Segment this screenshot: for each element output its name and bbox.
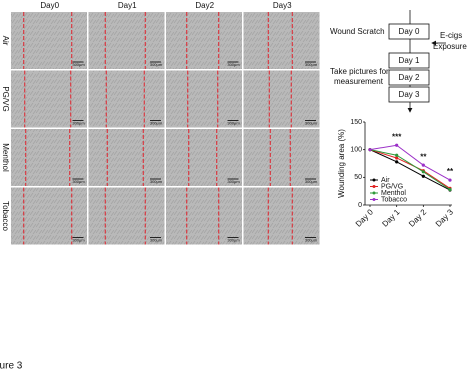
micrograph xyxy=(243,12,320,69)
y-tick-label: 0 xyxy=(358,202,362,209)
significance: ** xyxy=(420,152,427,161)
scale-bar: 300μm xyxy=(72,62,85,67)
legend-label: Tobacco xyxy=(381,196,407,203)
legend-marker xyxy=(372,198,376,201)
micrograph xyxy=(88,12,165,69)
pictures-label: Take pictures for xyxy=(330,67,389,76)
column-label: Day2 xyxy=(195,1,214,10)
column-label: Day0 xyxy=(40,1,59,10)
y-axis-label: Wounding area (%) xyxy=(337,129,346,198)
x-tick-label: Day 3 xyxy=(434,207,456,229)
scale-bar: 300μm xyxy=(227,62,240,67)
figure-label: gure 3 xyxy=(0,361,23,372)
exposure-label: Exposure xyxy=(433,42,467,51)
point xyxy=(395,153,399,157)
scale-bar: 300μm xyxy=(150,179,163,184)
point xyxy=(448,178,452,182)
scale-bar: 300μm xyxy=(227,238,240,243)
point xyxy=(421,174,425,178)
step-box xyxy=(388,86,430,103)
scale-bar: 300μm xyxy=(305,62,318,67)
micrograph xyxy=(243,187,320,245)
scale-bar: 300μm xyxy=(72,121,85,126)
column-label: Day1 xyxy=(118,1,137,10)
significance: *** xyxy=(392,132,402,141)
x-tick-label: Day 1 xyxy=(380,207,402,229)
step-box xyxy=(388,52,430,69)
scale-bar: 300μm xyxy=(305,238,318,243)
diagram: Wound Scratch E-cigs Exposure Take pictu… xyxy=(330,10,467,113)
legend-marker xyxy=(372,185,376,188)
row-label: Air xyxy=(1,36,10,46)
scale-bar: 300μm xyxy=(150,238,163,243)
micrograph xyxy=(166,187,242,245)
step-label: Day 3 xyxy=(399,90,420,99)
series-line xyxy=(369,149,451,189)
micrograph xyxy=(11,12,87,69)
micrograph xyxy=(166,129,242,186)
series-line xyxy=(369,149,451,190)
pictures-label: measurement xyxy=(334,77,384,86)
point xyxy=(395,160,399,164)
micrograph-grid: Day0 Day1 Day2 Day3 Air 300μm 300μm 300μm 300μm P… xyxy=(1,1,320,245)
step-box xyxy=(388,69,430,86)
legend-label: Menthol xyxy=(381,190,406,197)
scale-bar: 300μm xyxy=(227,179,240,184)
point xyxy=(421,163,425,167)
micrograph xyxy=(88,187,165,245)
micrograph xyxy=(11,129,87,186)
micrograph xyxy=(88,129,165,186)
point xyxy=(395,156,399,160)
legend-label: Air xyxy=(381,177,390,184)
legend-marker xyxy=(372,191,376,195)
x-tick-label: Day 0 xyxy=(354,207,376,229)
point xyxy=(368,148,372,152)
y-tick-label: 150 xyxy=(350,119,362,126)
point xyxy=(421,170,425,174)
micrograph xyxy=(11,187,87,245)
step-label: Day 0 xyxy=(399,27,420,36)
exposure-label: E-cigs xyxy=(440,31,462,40)
micrograph xyxy=(243,70,320,128)
y-tick-label: 100 xyxy=(350,147,362,154)
scale-bar: 300μm xyxy=(150,121,163,126)
legend-label: PG/VG xyxy=(381,183,403,190)
scale-bar: 300μm xyxy=(72,238,85,243)
scale-bar: 300μm xyxy=(305,179,318,184)
step-label: Day 2 xyxy=(399,73,420,82)
row-label: PG/VG xyxy=(1,86,10,111)
x-tick-label: Day 2 xyxy=(407,207,429,229)
micrograph xyxy=(88,70,165,128)
row-label: Tobacco xyxy=(1,201,10,231)
column-label: Day3 xyxy=(273,1,292,10)
scale-bar: 300μm xyxy=(150,62,163,67)
point xyxy=(395,143,399,147)
step-box xyxy=(388,23,430,40)
micrograph xyxy=(166,70,242,128)
step-label: Day 1 xyxy=(399,56,420,65)
series-line xyxy=(369,144,451,181)
scale-bar: 300μm xyxy=(227,121,240,126)
micrograph xyxy=(166,12,242,69)
point xyxy=(448,187,452,192)
micrograph xyxy=(243,129,320,186)
start-label: Wound Scratch xyxy=(330,27,385,36)
row-label: Menthol xyxy=(1,143,10,172)
scale-bar: 300μm xyxy=(305,121,318,126)
y-tick-label: 50 xyxy=(354,174,362,181)
micrograph xyxy=(11,70,87,128)
scale-bar: 300μm xyxy=(72,179,85,184)
legend-marker xyxy=(372,178,376,182)
significance: ** xyxy=(447,167,454,176)
series-line xyxy=(369,149,451,191)
